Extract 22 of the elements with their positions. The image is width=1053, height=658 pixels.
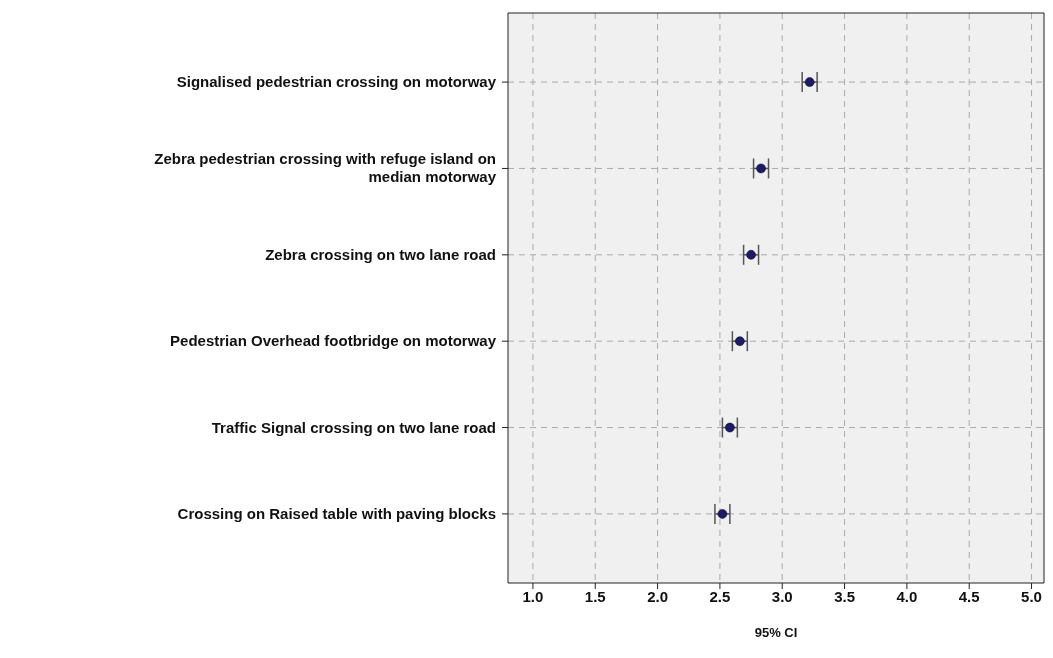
y-tick-label: Traffic Signal crossing on two lane road [211,418,496,436]
point [804,77,815,87]
y-tick-label: Zebra pedestrian crossing with refuge island on median motorway [154,150,497,186]
x-tick-label: 1.0 [522,587,544,605]
point [735,336,745,346]
x-axis-title: 95% CI [754,625,798,640]
y-tick-label: Zebra crossing on two lane road [265,245,496,263]
y-tick-label: Crossing on Raised table with paving blocks [177,504,496,522]
x-tick-label: 2.0 [647,587,669,605]
y-tick-label: Pedestrian Overhead footbridge on motorway [170,332,497,350]
point [756,163,766,174]
point [746,250,756,260]
x-tick-label: 2.5 [709,587,731,605]
y-tick-label: Signalised pedestrian crossing on motorway [176,73,497,91]
x-tick-label: 4.0 [896,587,918,605]
x-tick-label: 4.5 [958,587,980,605]
x-tick-label: 3.0 [771,587,793,605]
x-tick-label: 3.5 [834,587,855,605]
x-tick-label: 5.0 [1021,587,1042,605]
x-tick-label: 1.5 [584,587,606,605]
point [725,422,735,433]
point [717,509,728,519]
